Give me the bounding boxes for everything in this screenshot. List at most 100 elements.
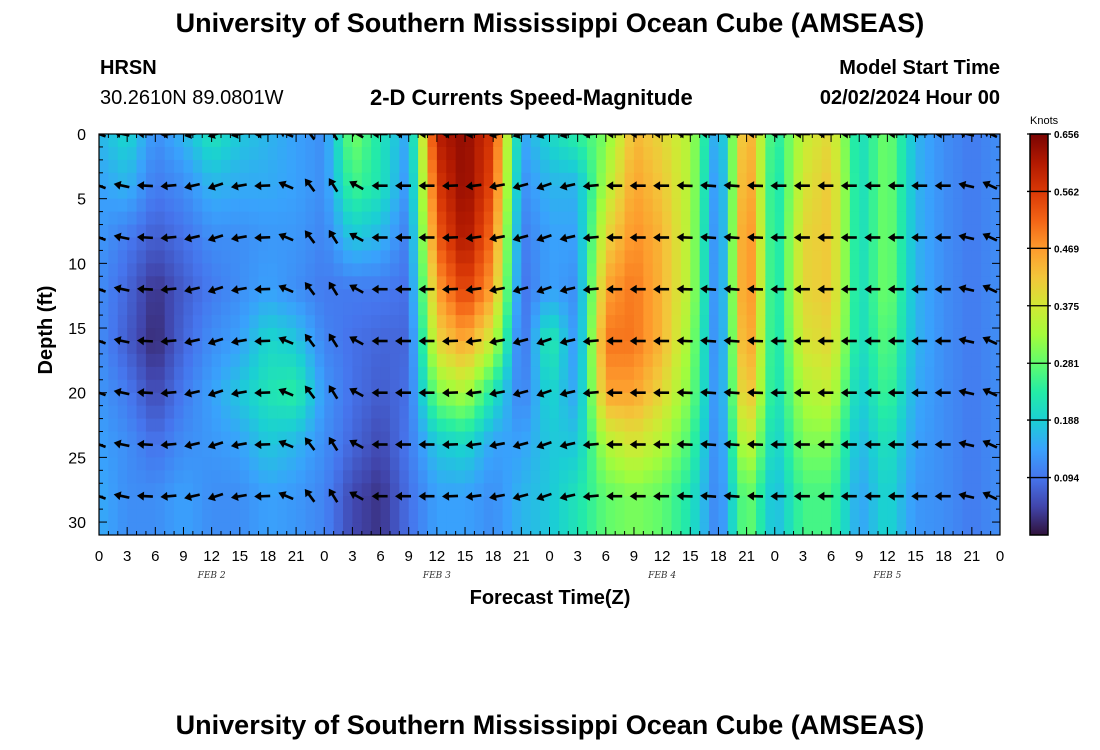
heatmap-cell bbox=[962, 522, 973, 535]
current-arrow-head bbox=[653, 284, 661, 294]
heatmap-cell bbox=[324, 444, 335, 458]
heatmap-cell bbox=[765, 263, 776, 277]
heatmap-cell bbox=[305, 483, 316, 497]
station-name: HRSN bbox=[100, 57, 157, 79]
heatmap-cell bbox=[981, 431, 992, 446]
heatmap-cell bbox=[483, 444, 494, 458]
heatmap-cell bbox=[840, 328, 851, 342]
heatmap-cell bbox=[877, 263, 888, 277]
heatmap-cell bbox=[887, 172, 898, 187]
heatmap-cell bbox=[812, 211, 823, 226]
heatmap-cell bbox=[361, 470, 372, 484]
heatmap-cell bbox=[662, 302, 673, 316]
heatmap-cell bbox=[831, 224, 842, 239]
heatmap-cell bbox=[755, 237, 766, 252]
current-arrow bbox=[349, 180, 364, 191]
heatmap-cell bbox=[868, 289, 879, 303]
heatmap-cell bbox=[915, 431, 926, 446]
heatmap-cell bbox=[934, 379, 945, 394]
heatmap-cell bbox=[136, 431, 147, 446]
heatmap-cell bbox=[755, 405, 766, 420]
heatmap-cell bbox=[389, 146, 400, 161]
heatmap-cell bbox=[371, 444, 382, 458]
current-arrow bbox=[184, 285, 201, 295]
heatmap-cell bbox=[896, 366, 907, 381]
heatmap-cell bbox=[211, 470, 222, 484]
heatmap-cell bbox=[943, 224, 954, 239]
heatmap-cell bbox=[971, 457, 982, 471]
heatmap-cell bbox=[680, 379, 691, 394]
heatmap-cell bbox=[305, 366, 316, 381]
heatmap-cell bbox=[164, 237, 175, 252]
heatmap-cell bbox=[699, 509, 710, 523]
heatmap-cell bbox=[530, 431, 541, 446]
heatmap-cell bbox=[249, 198, 260, 213]
heatmap-cell bbox=[493, 315, 504, 329]
heatmap-cell bbox=[953, 315, 964, 329]
heatmap-cell bbox=[755, 211, 766, 226]
heatmap-cell bbox=[840, 276, 851, 290]
current-arrow bbox=[676, 491, 693, 501]
heatmap-cell bbox=[971, 366, 982, 381]
heatmap-cell bbox=[943, 250, 954, 264]
heatmap-cell bbox=[774, 276, 785, 290]
heatmap-cell bbox=[174, 470, 185, 484]
heatmap-cell bbox=[802, 224, 813, 239]
heatmap-cell bbox=[840, 392, 851, 407]
heatmap-cell bbox=[737, 159, 748, 174]
current-arrow-head bbox=[982, 284, 991, 293]
heatmap-cell bbox=[671, 328, 682, 342]
heatmap-cell bbox=[906, 509, 917, 523]
heatmap-cell bbox=[117, 418, 128, 433]
heatmap-cell bbox=[99, 172, 109, 187]
heatmap-cell bbox=[568, 353, 579, 368]
current-arrow-head bbox=[629, 388, 637, 398]
heatmap-cell bbox=[699, 224, 710, 239]
current-arrow-head bbox=[911, 388, 919, 398]
heatmap-cell bbox=[934, 237, 945, 252]
heatmap-cell bbox=[784, 366, 795, 381]
heatmap-cell bbox=[296, 276, 307, 290]
heatmap-cell bbox=[943, 379, 954, 394]
heatmap-cell bbox=[840, 263, 851, 277]
heatmap-cell bbox=[230, 263, 241, 277]
heatmap-cell bbox=[549, 496, 560, 510]
current-arrow-head bbox=[982, 491, 991, 500]
heatmap-cell bbox=[793, 353, 804, 368]
heatmap-cell bbox=[333, 340, 344, 355]
heatmap-cell bbox=[587, 159, 598, 174]
current-arrow bbox=[328, 385, 339, 400]
current-arrow bbox=[982, 491, 998, 501]
heatmap-cell bbox=[821, 315, 832, 329]
heatmap-cell bbox=[305, 315, 316, 329]
heatmap-cell bbox=[953, 366, 964, 381]
heatmap-cell bbox=[812, 328, 823, 342]
x-tick-label: 0 bbox=[545, 548, 553, 565]
heatmap-cell bbox=[896, 276, 907, 290]
heatmap-cell bbox=[934, 509, 945, 523]
current-arrow-head bbox=[328, 385, 337, 394]
current-arrow-head bbox=[793, 233, 801, 242]
heatmap-cell bbox=[352, 315, 363, 329]
heatmap-cell bbox=[793, 146, 804, 161]
heatmap-cell bbox=[812, 509, 823, 523]
heatmap-cell bbox=[558, 457, 569, 471]
heatmap-cell bbox=[314, 470, 325, 484]
heatmap-cell bbox=[99, 159, 109, 174]
heatmap-cell bbox=[521, 276, 532, 290]
heatmap-cell bbox=[296, 509, 307, 523]
heatmap-cell bbox=[596, 302, 607, 316]
heatmap-cell bbox=[755, 483, 766, 497]
current-arrow-head bbox=[254, 491, 262, 501]
heatmap-cell bbox=[493, 431, 504, 446]
heatmap-cell bbox=[408, 509, 419, 523]
current-arrow bbox=[817, 491, 834, 501]
current-arrow-head bbox=[442, 284, 450, 294]
heatmap-cell bbox=[361, 379, 372, 394]
heatmap-cell bbox=[164, 211, 175, 226]
heatmap-cell bbox=[662, 250, 673, 264]
current-arrow-head bbox=[793, 491, 801, 501]
heatmap-cell bbox=[155, 405, 166, 420]
heatmap-cell bbox=[812, 392, 823, 407]
heatmap-cell bbox=[277, 483, 288, 497]
